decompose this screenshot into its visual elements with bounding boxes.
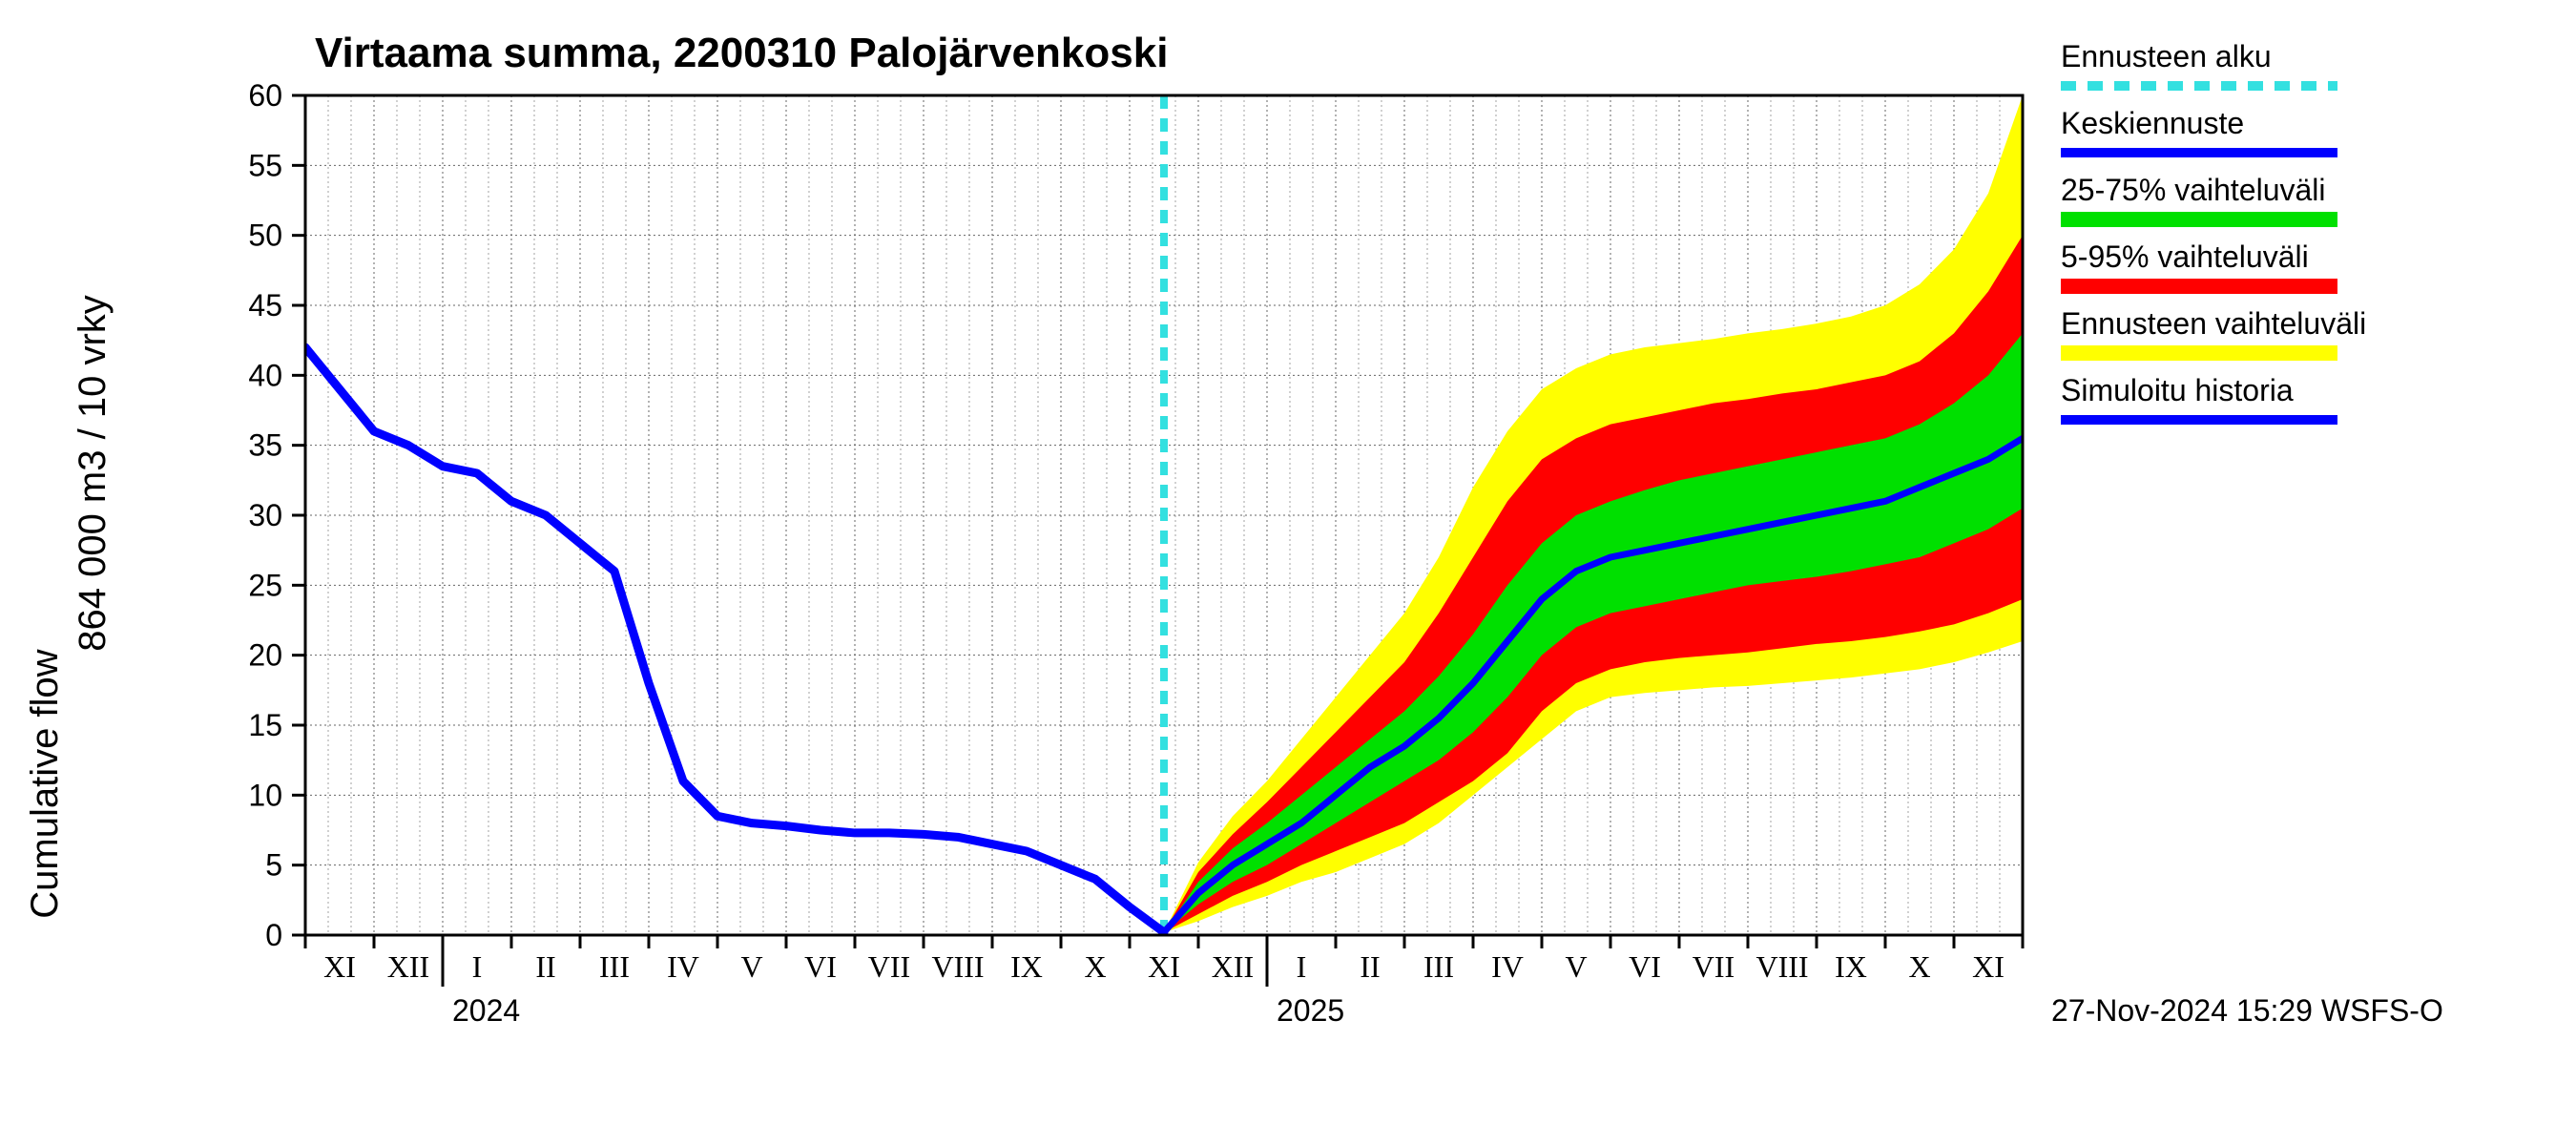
year-label: 2024	[452, 993, 520, 1028]
legend-swatch	[2061, 345, 2337, 361]
legend-swatch	[2061, 212, 2337, 227]
month-label: VIII	[931, 949, 984, 984]
y-tick-label: 15	[248, 708, 282, 742]
month-label: III	[1423, 949, 1454, 984]
month-label: III	[599, 949, 630, 984]
legend-swatch	[2061, 148, 2337, 157]
month-label: XI	[323, 949, 356, 984]
month-label: VII	[1693, 949, 1735, 984]
legend-label: 5-95% vaihteluväli	[2061, 239, 2309, 274]
legend-label: Ennusteen alku	[2061, 39, 2272, 73]
year-label: 2025	[1277, 993, 1344, 1028]
month-label: X	[1908, 949, 1930, 984]
cumulative-flow-chart: 051015202530354045505560XIXIIIIIIIIIVVVI…	[0, 0, 2576, 1145]
y-tick-label: 50	[248, 219, 282, 253]
month-label: IV	[1491, 949, 1524, 984]
chart-title: Virtaama summa, 2200310 Palojärvenkoski	[315, 30, 1168, 76]
legend-swatch	[2061, 415, 2337, 425]
month-label: I	[472, 949, 483, 984]
legend-swatch	[2061, 279, 2337, 294]
y-tick-label: 10	[248, 778, 282, 812]
month-label: II	[535, 949, 555, 984]
legend-label: Ennusteen vaihteluväli	[2061, 306, 2366, 341]
month-label: XII	[1212, 949, 1254, 984]
y-tick-label: 30	[248, 498, 282, 532]
legend-label: Simuloitu historia	[2061, 373, 2294, 407]
month-label: VI	[804, 949, 837, 984]
month-label: II	[1360, 949, 1380, 984]
month-label: XI	[1148, 949, 1180, 984]
month-label: V	[740, 949, 762, 984]
month-label: XII	[387, 949, 429, 984]
month-label: VI	[1629, 949, 1661, 984]
y-tick-label: 45	[248, 288, 282, 323]
month-label: XI	[1972, 949, 2005, 984]
month-label: I	[1297, 949, 1307, 984]
month-label: VIII	[1755, 949, 1808, 984]
y-tick-label: 40	[248, 358, 282, 392]
y-tick-label: 5	[265, 848, 282, 883]
month-label: IV	[667, 949, 699, 984]
month-label: V	[1565, 949, 1587, 984]
legend-label: Keskiennuste	[2061, 106, 2244, 140]
month-label: VII	[868, 949, 910, 984]
month-label: IX	[1835, 949, 1867, 984]
y-tick-label: 20	[248, 638, 282, 673]
y-tick-label: 35	[248, 428, 282, 463]
y-tick-label: 60	[248, 78, 282, 113]
y-axis-label-2: 864 000 m3 / 10 vrky	[72, 295, 114, 652]
y-tick-label: 25	[248, 568, 282, 602]
month-label: X	[1084, 949, 1106, 984]
month-label: IX	[1010, 949, 1043, 984]
legend-label: 25-75% vaihteluväli	[2061, 173, 2326, 207]
y-tick-label: 55	[248, 148, 282, 182]
chart-footer: 27-Nov-2024 15:29 WSFS-O	[2051, 993, 2443, 1028]
y-axis-label-1: Cumulative flow	[24, 649, 66, 918]
y-tick-label: 0	[265, 918, 282, 952]
